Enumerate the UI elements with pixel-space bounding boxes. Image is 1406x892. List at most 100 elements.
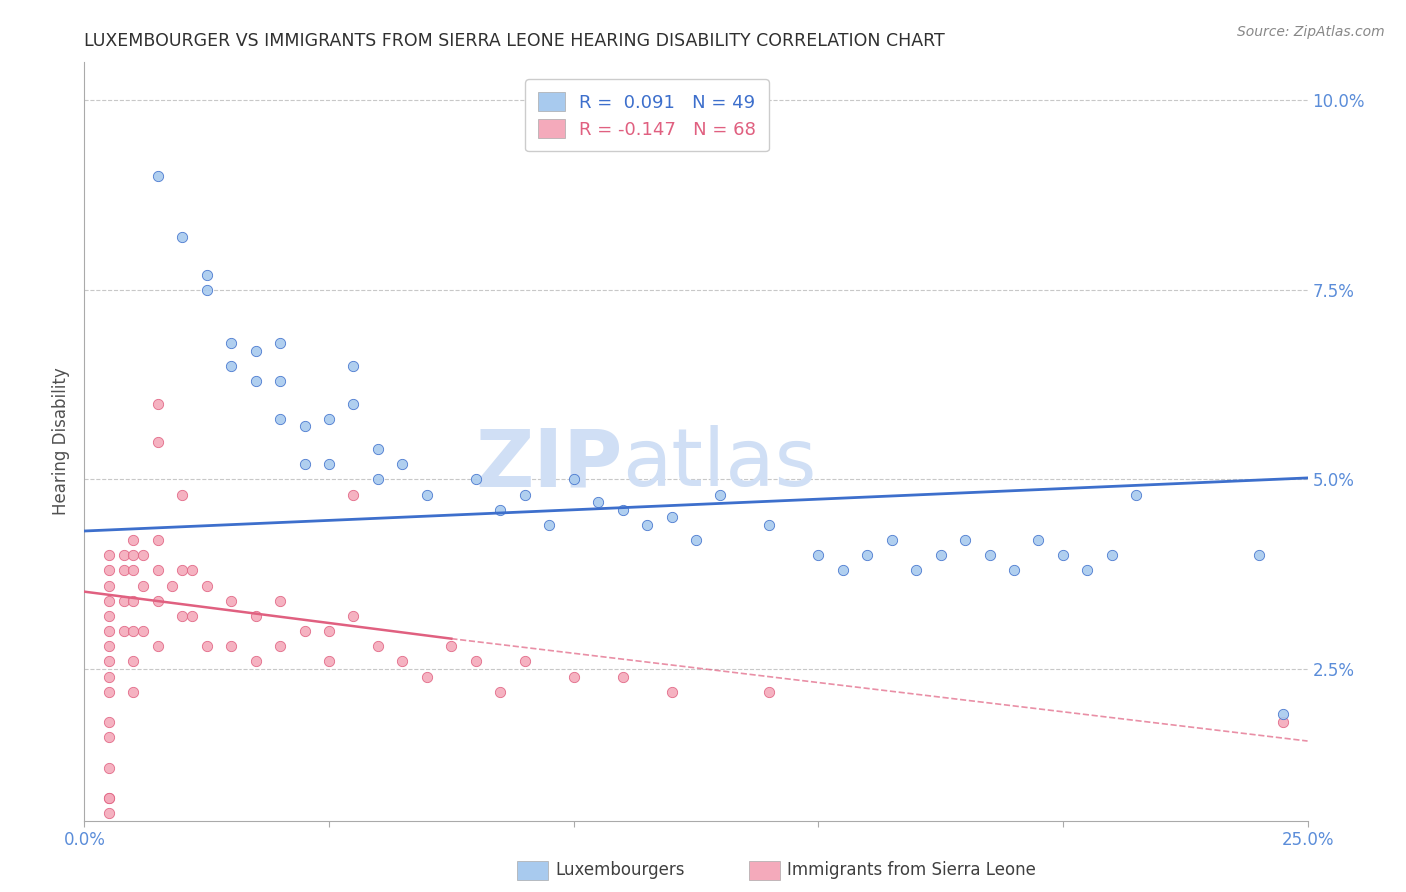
Point: [97, 685, 120, 699]
Point: [831, 564, 853, 578]
Point: [440, 639, 463, 653]
Point: [342, 487, 364, 501]
Point: [146, 533, 169, 547]
Text: atlas: atlas: [623, 425, 817, 503]
Point: [562, 669, 585, 684]
Point: [97, 791, 120, 805]
Point: [367, 639, 389, 653]
Point: [132, 624, 155, 639]
Point: [97, 669, 120, 684]
Point: [391, 457, 413, 471]
Point: [172, 230, 194, 244]
Point: [122, 533, 145, 547]
Point: [97, 806, 120, 821]
Point: [612, 669, 634, 684]
Point: [953, 533, 976, 547]
Point: [1002, 564, 1025, 578]
Point: [219, 639, 242, 653]
Point: [269, 336, 291, 351]
Point: [807, 548, 830, 563]
Point: [513, 487, 536, 501]
Point: [122, 594, 145, 608]
Point: [489, 503, 512, 517]
Point: [245, 374, 267, 388]
Point: [172, 487, 194, 501]
Point: [269, 412, 291, 426]
Point: [269, 594, 291, 608]
Legend: R =  0.091   N = 49, R = -0.147   N = 68: R = 0.091 N = 49, R = -0.147 N = 68: [526, 79, 769, 152]
Text: ZIP: ZIP: [475, 425, 623, 503]
Point: [269, 374, 291, 388]
Point: [132, 548, 155, 563]
Point: [1247, 548, 1270, 563]
Point: [489, 685, 512, 699]
Point: [586, 495, 609, 509]
Point: [979, 548, 1001, 563]
Point: [146, 639, 169, 653]
Point: [318, 624, 340, 639]
Point: [97, 715, 120, 730]
Point: [661, 685, 683, 699]
Point: [146, 434, 169, 449]
Point: [132, 579, 155, 593]
Point: [181, 609, 204, 624]
Point: [294, 457, 316, 471]
Point: [97, 791, 120, 805]
Point: [905, 564, 928, 578]
Point: [758, 685, 780, 699]
Point: [97, 730, 120, 744]
Point: [146, 564, 169, 578]
Point: [97, 760, 120, 774]
Point: [112, 594, 135, 608]
Point: [1028, 533, 1050, 547]
Point: [122, 685, 145, 699]
Point: [416, 487, 439, 501]
Point: [122, 655, 145, 669]
Point: [367, 442, 389, 457]
Point: [1272, 715, 1295, 730]
Point: [219, 336, 242, 351]
Point: [416, 669, 439, 684]
Point: [342, 359, 364, 373]
Point: [122, 624, 145, 639]
Point: [612, 503, 634, 517]
Point: [758, 517, 780, 532]
Point: [195, 639, 218, 653]
Point: [661, 510, 683, 524]
Point: [97, 624, 120, 639]
Point: [636, 517, 658, 532]
Point: [97, 655, 120, 669]
Point: [318, 412, 340, 426]
Point: [513, 655, 536, 669]
Text: Immigrants from Sierra Leone: Immigrants from Sierra Leone: [787, 861, 1036, 879]
Point: [342, 609, 364, 624]
Point: [464, 473, 486, 487]
Point: [219, 359, 242, 373]
Point: [97, 548, 120, 563]
Point: [146, 169, 169, 184]
Point: [245, 609, 267, 624]
Point: [195, 579, 218, 593]
Text: LUXEMBOURGER VS IMMIGRANTS FROM SIERRA LEONE HEARING DISABILITY CORRELATION CHAR: LUXEMBOURGER VS IMMIGRANTS FROM SIERRA L…: [84, 32, 945, 50]
Point: [97, 579, 120, 593]
Point: [245, 343, 267, 358]
Point: [97, 837, 120, 851]
Text: Source: ZipAtlas.com: Source: ZipAtlas.com: [1237, 25, 1385, 39]
Point: [880, 533, 903, 547]
Text: Luxembourgers: Luxembourgers: [555, 861, 685, 879]
Y-axis label: Hearing Disability: Hearing Disability: [52, 368, 70, 516]
Point: [929, 548, 952, 563]
Point: [1101, 548, 1123, 563]
Point: [685, 533, 707, 547]
Point: [1052, 548, 1074, 563]
Point: [97, 564, 120, 578]
Point: [245, 655, 267, 669]
Point: [162, 579, 184, 593]
Point: [391, 655, 413, 669]
Point: [112, 564, 135, 578]
Point: [146, 396, 169, 410]
Point: [562, 473, 585, 487]
Point: [318, 655, 340, 669]
Point: [122, 564, 145, 578]
Point: [318, 457, 340, 471]
